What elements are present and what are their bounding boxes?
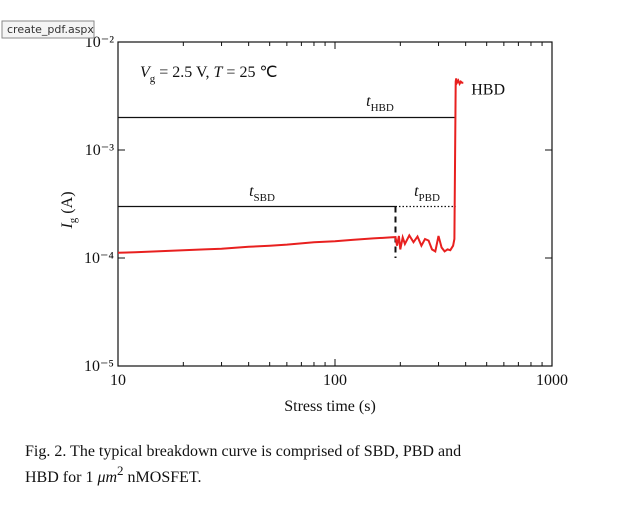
interval-label-sub: HBD xyxy=(371,102,394,114)
interval-label: tPBD xyxy=(414,183,440,204)
interval-label-t: t xyxy=(414,183,419,200)
x-tick-label: 10 xyxy=(110,372,126,389)
interval-label-t: t xyxy=(366,93,371,110)
caption-line1: Fig. 2. The typical breakdown curve is c… xyxy=(25,443,461,460)
x-tick-label: 100 xyxy=(323,372,347,389)
data-line xyxy=(117,78,464,254)
x-axis-label: Stress time (s) xyxy=(284,398,376,415)
tab[interactable] xyxy=(1,20,95,39)
end-label: HBD xyxy=(471,82,505,99)
tab-label[interactable]: create_pdf.aspx xyxy=(7,23,94,36)
interval-label: tSBD xyxy=(249,183,275,204)
caption-text: HBD for 1 xyxy=(25,469,97,486)
caption-sup: 2 xyxy=(117,463,124,478)
cond-t-text: = 25 ℃ xyxy=(222,64,277,81)
y-label-unit: (A) xyxy=(59,191,76,217)
cond-t: T xyxy=(214,64,224,81)
y-axis-label: Ig (A) xyxy=(59,191,79,229)
interval-label-t: t xyxy=(249,183,254,200)
caption-line2: HBD for 1 μm2 nMOSFET. xyxy=(25,463,201,486)
y-tick-label: 10⁻³ xyxy=(85,142,114,159)
interval-label: tHBD xyxy=(366,93,394,114)
y-label-sub: g xyxy=(67,217,79,223)
caption-unit: μm xyxy=(96,469,117,486)
y-label-symbol: I xyxy=(59,223,76,230)
interval-label-sub: SBD xyxy=(254,192,275,204)
cond-v-sub: g xyxy=(150,73,156,85)
y-tick-label: 10⁻⁵ xyxy=(84,358,114,375)
y-tick-label: 10⁻⁴ xyxy=(84,250,114,267)
cond-v: V xyxy=(140,64,152,81)
cond-v-text: = 2.5 V, xyxy=(155,64,213,81)
x-tick-label: 1000 xyxy=(536,372,568,389)
caption-text: nMOSFET. xyxy=(124,469,202,486)
condition: Vg = 2.5 V, T = 25 ℃ xyxy=(140,64,277,85)
interval-label-sub: PBD xyxy=(419,192,440,204)
